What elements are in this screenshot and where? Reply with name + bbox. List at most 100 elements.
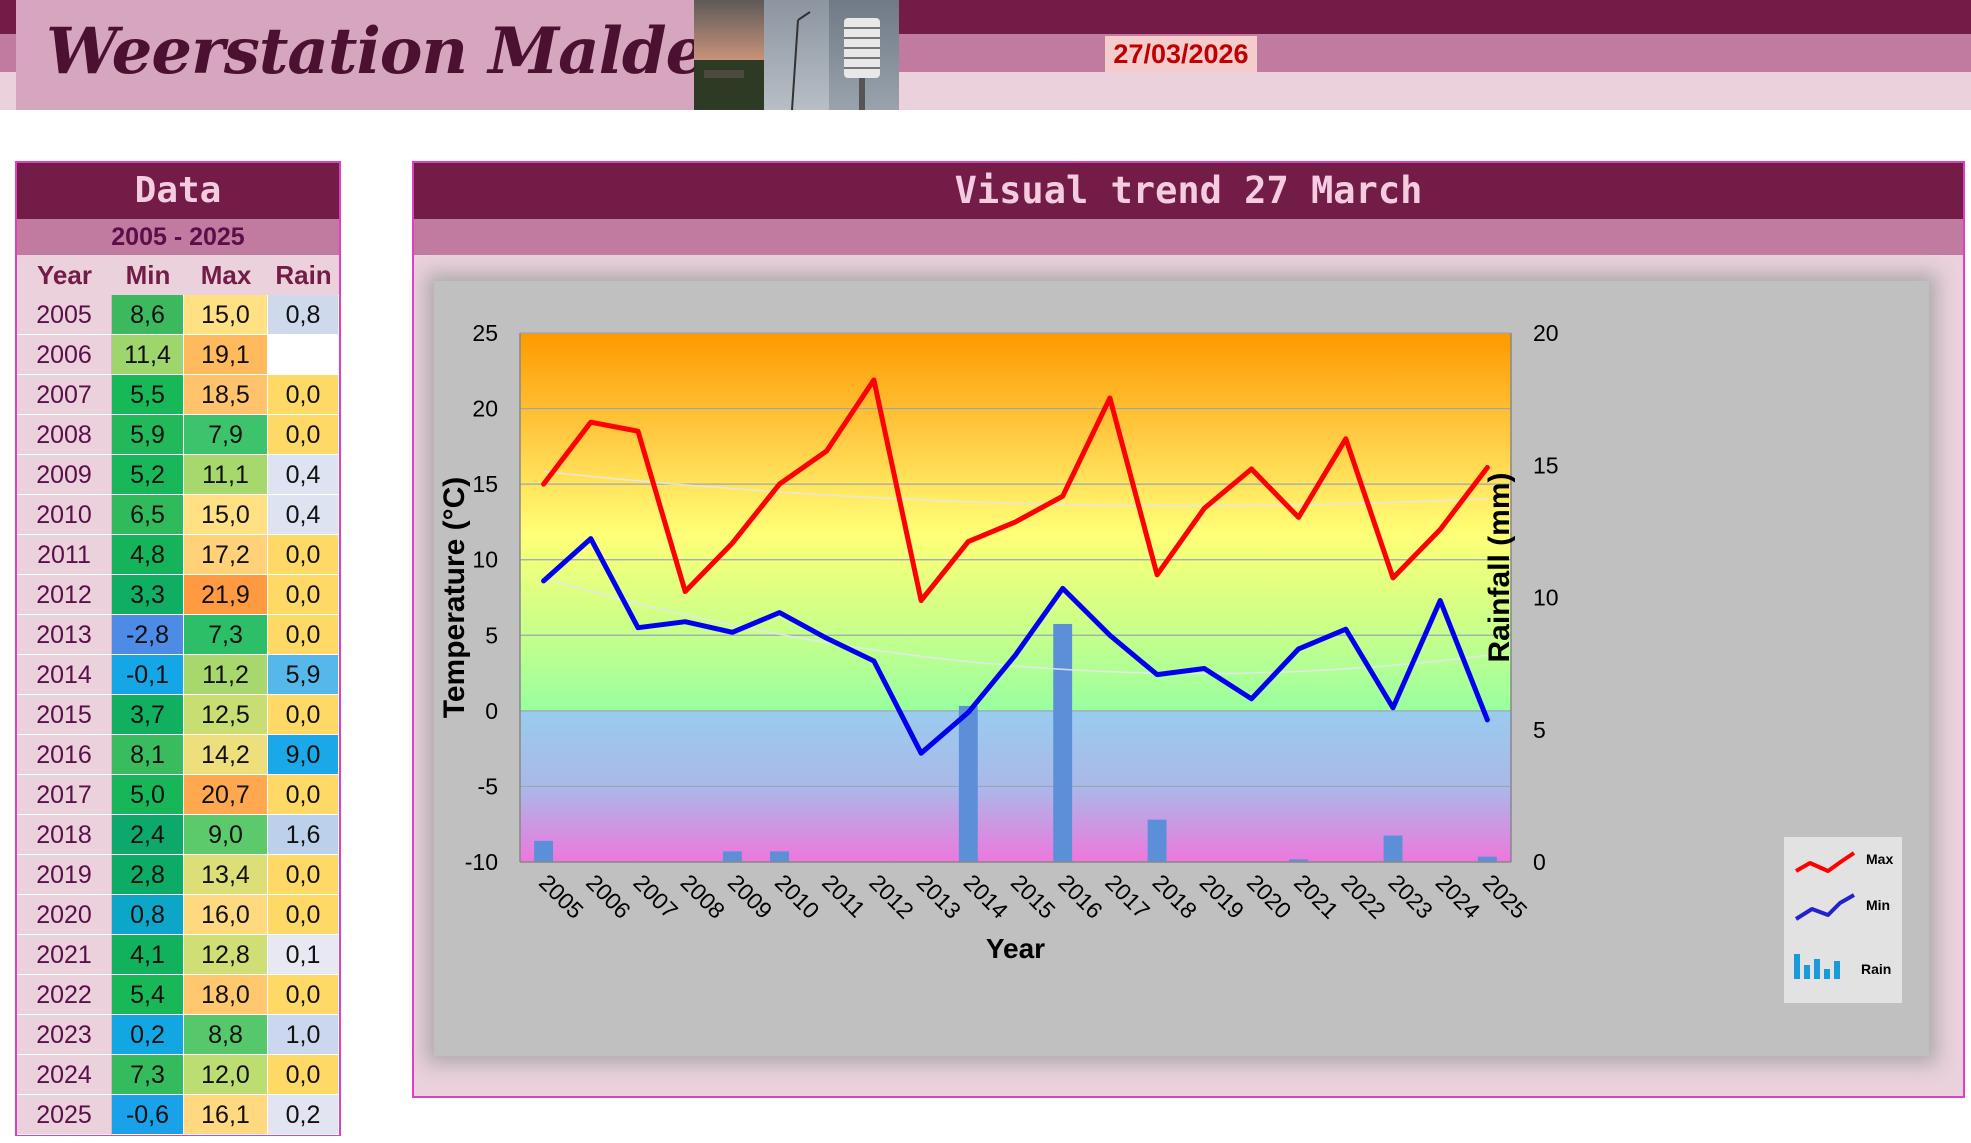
year-cell: 2023 — [17, 1015, 112, 1055]
rain-cell: 0,1 — [268, 935, 339, 975]
max-temp-cell: 16,0 — [184, 895, 268, 935]
x-tick-label: 2019 — [1195, 869, 1250, 924]
rain-cell: 0,4 — [268, 455, 339, 495]
data-panel-range: 2005 - 2025 — [17, 219, 339, 255]
chart-panel-title: Visual trend 27 March — [414, 163, 1963, 219]
min-temp-cell: 5,2 — [112, 455, 184, 495]
min-temp-cell: 5,9 — [112, 415, 184, 455]
x-tick-label: 2005 — [534, 869, 589, 924]
rain-cell: 1,0 — [268, 1015, 339, 1055]
min-temp-cell: 11,4 — [112, 335, 184, 375]
y2-tick-label: 15 — [1533, 452, 1559, 478]
max-temp-cell: 18,0 — [184, 975, 268, 1015]
data-panel-title: Data — [17, 163, 339, 219]
max-temp-cell: 8,8 — [184, 1015, 268, 1055]
y-tick-label: 20 — [472, 396, 498, 422]
min-temp-cell: -2,8 — [112, 615, 184, 655]
max-temp-cell: 14,2 — [184, 735, 268, 775]
min-temp-cell: 0,8 — [112, 895, 184, 935]
min-temp-cell: 8,6 — [112, 295, 184, 335]
rain-cell: 9,0 — [268, 735, 339, 775]
year-cell: 2006 — [17, 335, 112, 375]
table-row: 2022 5,4 18,0 0,0 — [17, 975, 339, 1015]
col-header-max: Max — [200, 260, 252, 290]
rain-cell: 0,0 — [268, 855, 339, 895]
rain-cell: 0,0 — [268, 535, 339, 575]
min-temp-cell: 4,1 — [112, 935, 184, 975]
max-temp-cell: 11,2 — [184, 655, 268, 695]
legend-max-label: Max — [1866, 851, 1893, 867]
min-temp-cell: 2,8 — [112, 855, 184, 895]
rain-cell: 0,0 — [268, 615, 339, 655]
table-row: 2005 8,6 15,0 0,8 — [17, 295, 339, 335]
year-cell: 2025 — [17, 1095, 112, 1135]
chart-panel: Visual trend 27 March 25 20 15 — [412, 161, 1965, 1098]
rain-bar — [958, 705, 978, 862]
legend-max-icon — [1795, 851, 1856, 873]
chart-panel-band — [414, 219, 1963, 255]
rain-bars — [534, 623, 1497, 862]
x-tick-label: 2024 — [1431, 869, 1486, 924]
legend-min-label: Min — [1866, 897, 1890, 913]
rain-cell: 0,0 — [268, 975, 339, 1015]
min-temp-cell: 3,3 — [112, 575, 184, 615]
weather-station-photo-icon — [694, 0, 899, 110]
rain-cell: 1,6 — [268, 815, 339, 855]
trendline-min — [543, 577, 1488, 675]
year-cell: 2018 — [17, 815, 112, 855]
rain-cell: 5,9 — [268, 655, 339, 695]
rain-cell: 0,8 — [268, 295, 339, 335]
rain-cell — [268, 335, 339, 375]
rain-bar — [1383, 835, 1403, 862]
year-cell: 2014 — [17, 655, 112, 695]
max-temp-cell: 15,0 — [184, 295, 268, 335]
x-tick-label: 2006 — [581, 869, 636, 924]
rain-bar — [1289, 859, 1309, 862]
header-title-box: Weerstation Malderen — [16, 0, 824, 110]
x-tick-label: 2014 — [959, 869, 1014, 924]
x-tick-label: 2008 — [676, 869, 731, 924]
series-lines — [541, 377, 1490, 756]
year-cell: 2011 — [17, 535, 112, 575]
y-tick-label: 25 — [472, 320, 498, 346]
y2-tick-label: 20 — [1533, 320, 1559, 346]
min-temp-cell: -0,6 — [112, 1095, 184, 1135]
chart-area: 25 20 15 10 5 0 -5 -10 20 15 10 5 0 2005 2006 2007 2008 2… — [434, 281, 1929, 1056]
legend-rain-icon — [1794, 954, 1840, 979]
y-tick-label: 10 — [472, 547, 498, 573]
max-temp-cell: 21,9 — [184, 575, 268, 615]
rain-cell: 0,0 — [268, 375, 339, 415]
year-cell: 2015 — [17, 695, 112, 735]
x-tick-label: 2023 — [1383, 869, 1438, 924]
year-cell: 2021 — [17, 935, 112, 975]
max-temp-cell: 19,1 — [184, 335, 268, 375]
series-line-min — [541, 536, 1490, 756]
min-temp-cell: -0,1 — [112, 655, 184, 695]
legend-min-icon — [1794, 893, 1855, 921]
min-temp-cell: 3,7 — [112, 695, 184, 735]
rain-cell: 0,0 — [268, 695, 339, 735]
rain-cell: 0,0 — [268, 1055, 339, 1095]
table-row: 2024 7,3 12,0 0,0 — [17, 1055, 339, 1095]
rain-cell: 0,0 — [268, 775, 339, 815]
table-row: 2019 2,8 13,4 0,0 — [17, 855, 339, 895]
y-tick-label: -10 — [465, 849, 498, 875]
year-cell: 2007 — [17, 375, 112, 415]
table-row: 2008 5,9 7,9 0,0 — [17, 415, 339, 455]
y-tick-label: 0 — [485, 698, 498, 724]
y-tick-label: -5 — [478, 773, 498, 799]
x-axis-title: Year — [986, 933, 1045, 964]
weather-station-photo — [694, 0, 899, 110]
table-row: 2009 5,2 11,1 0,4 — [17, 455, 339, 495]
col-header-rain: Rain — [275, 260, 332, 290]
max-temp-cell: 7,9 — [184, 415, 268, 455]
col-header-year: Year — [37, 260, 92, 290]
rain-cell: 0,0 — [268, 415, 339, 455]
data-panel: Data 2005 - 2025 Year Min Max Rain 2005 8… — [15, 161, 341, 1136]
table-row: 2025 -0,6 16,1 0,2 — [17, 1095, 339, 1135]
rain-bar — [770, 851, 789, 862]
table-row: 2013 -2,8 7,3 0,0 — [17, 615, 339, 655]
min-temp-cell: 4,8 — [112, 535, 184, 575]
year-cell: 2013 — [17, 615, 112, 655]
max-temp-cell: 11,1 — [184, 455, 268, 495]
